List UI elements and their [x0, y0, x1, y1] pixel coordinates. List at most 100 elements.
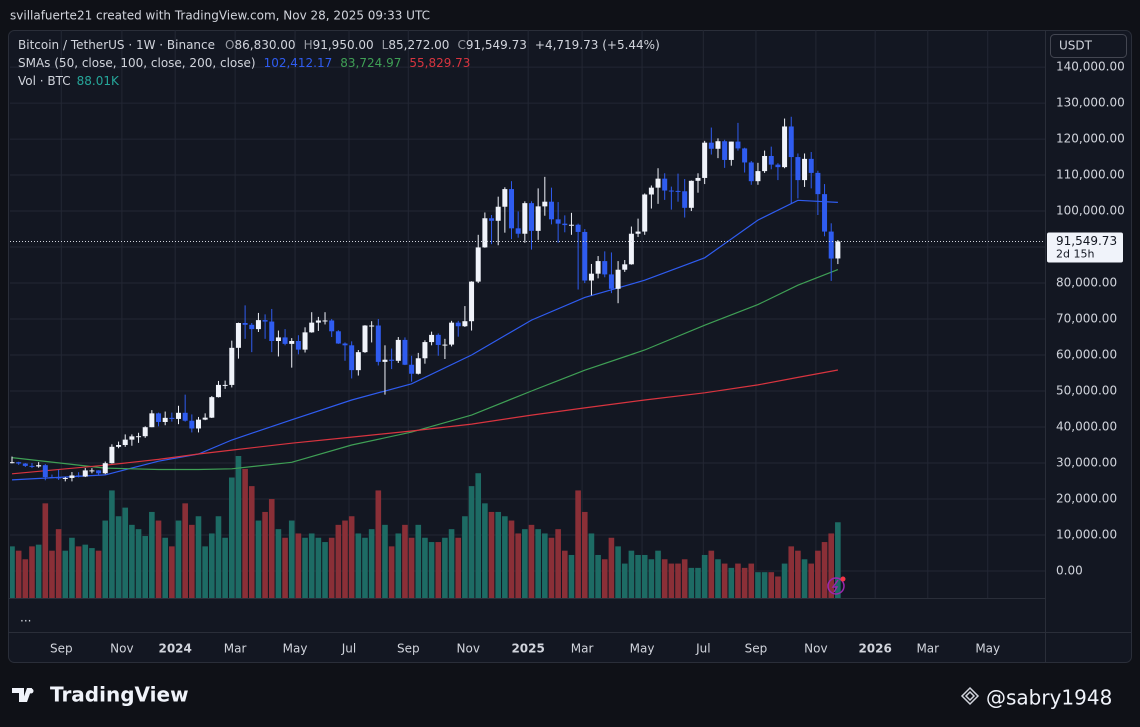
volume-bar: [788, 546, 795, 598]
candle-body: [315, 320, 321, 323]
volume-bar: [508, 520, 515, 598]
sma-line: [11, 269, 839, 471]
volume-bar: [155, 520, 162, 598]
volume-bar: [302, 537, 308, 598]
candle-body: [389, 359, 395, 361]
candle-body: [62, 477, 68, 479]
sma-value: 83,724.97: [340, 56, 401, 70]
alert-dot[interactable]: [840, 576, 846, 582]
candle-body: [182, 412, 188, 421]
brand-name: TradingView: [50, 683, 189, 707]
x-tick-label: Nov: [804, 642, 827, 656]
moving-averages: [11, 199, 839, 481]
volume-bar: [515, 533, 521, 598]
candle-body: [835, 241, 841, 259]
ohlc-value: 86,830.00: [234, 38, 295, 52]
volume-bar: [189, 524, 195, 598]
candle-body: [628, 233, 634, 265]
ohlc-value: 85,272.00: [388, 38, 449, 52]
alert-circle[interactable]: [827, 577, 845, 595]
volume-bar: [528, 524, 535, 598]
candle-body: [36, 465, 42, 467]
candle-body: [235, 322, 241, 348]
volume-bar: [375, 490, 382, 598]
y-tick-label: 60,000.00: [1056, 348, 1117, 362]
y-tick-label: 80,000.00: [1056, 276, 1117, 290]
panel: [8, 30, 1132, 663]
candle-body: [429, 334, 435, 343]
x-tick-label: 2025: [511, 642, 544, 656]
candle-body: [262, 320, 268, 322]
ohlc-key: O: [225, 38, 234, 52]
volume-bar: [42, 503, 49, 598]
candle-body: [802, 158, 808, 181]
volume-bar: [15, 550, 22, 598]
candle-body: [309, 322, 315, 333]
volume-bar: [715, 559, 721, 598]
volume-bar: [242, 468, 248, 598]
x-tick-label: Mar: [571, 642, 594, 656]
candle-body: [129, 436, 135, 440]
candle-body: [56, 477, 62, 479]
volume-bar: [295, 533, 302, 598]
volume-bar: [615, 546, 621, 598]
currency-button[interactable]: [1050, 34, 1127, 58]
candle-body: [16, 462, 22, 464]
x-tick-label: Sep: [50, 642, 73, 656]
candle-body: [116, 445, 122, 447]
last-price-box: [1047, 232, 1123, 263]
candle-body: [682, 191, 688, 208]
candle-body: [495, 206, 501, 221]
volume-bar: [475, 473, 482, 598]
volume-bar: [402, 524, 408, 598]
volume-bar: [801, 559, 808, 598]
y-tick-label: 30,000.00: [1056, 456, 1117, 470]
volume-bar: [455, 537, 462, 598]
sma-value: 102,412.17: [264, 56, 333, 70]
grid: [10, 30, 1045, 598]
ohlc-key: H: [304, 38, 313, 52]
candle-body: [515, 228, 521, 234]
volume-bar: [448, 529, 455, 598]
volume-bar: [761, 572, 768, 598]
volume-bar: [435, 542, 442, 598]
time-axis: Sep Nov 2024 Mar May Jul Sep Nov 2025 Mar May Jul Se…: [50, 642, 1000, 656]
volume-bar: [768, 572, 775, 598]
volume-bar: [268, 499, 275, 598]
candle-body: [695, 177, 701, 181]
volume-bar: [395, 533, 402, 598]
alert-bolt[interactable]: [831, 579, 839, 593]
candle-body: [102, 463, 108, 474]
candle-body: [342, 343, 348, 346]
volume-bar: [775, 576, 781, 598]
countdown: 2d 15h: [1056, 247, 1094, 260]
volume-bar: [688, 567, 695, 598]
candle-body: [815, 172, 821, 195]
volume-bar: [89, 548, 95, 598]
candle-body: [715, 141, 721, 149]
volume-bar: [668, 563, 675, 598]
candle-body: [808, 158, 814, 173]
volume-bar: [462, 516, 468, 598]
candle-body: [136, 436, 142, 438]
brand-logo: [12, 688, 32, 702]
x-tick-label: Nov: [110, 642, 133, 656]
candle-body: [209, 397, 215, 418]
candle-body: [548, 201, 554, 220]
more-button[interactable]: ...: [20, 611, 31, 625]
volume-bar: [708, 550, 715, 598]
alert-icon[interactable]: [827, 576, 846, 595]
candle-body: [588, 273, 594, 281]
candle-body: [362, 325, 368, 353]
candle-body: [89, 470, 95, 472]
x-tick-label: May: [283, 642, 308, 656]
candle-body: [675, 190, 681, 192]
candle-body: [402, 339, 408, 365]
currency[interactable]: USDT: [1059, 39, 1093, 53]
candle-body: [568, 224, 574, 226]
candle-body: [375, 325, 381, 362]
candle-body: [415, 358, 421, 374]
volume-bar: [195, 516, 202, 598]
volume-bar: [641, 554, 648, 598]
volume-bar: [828, 533, 835, 598]
